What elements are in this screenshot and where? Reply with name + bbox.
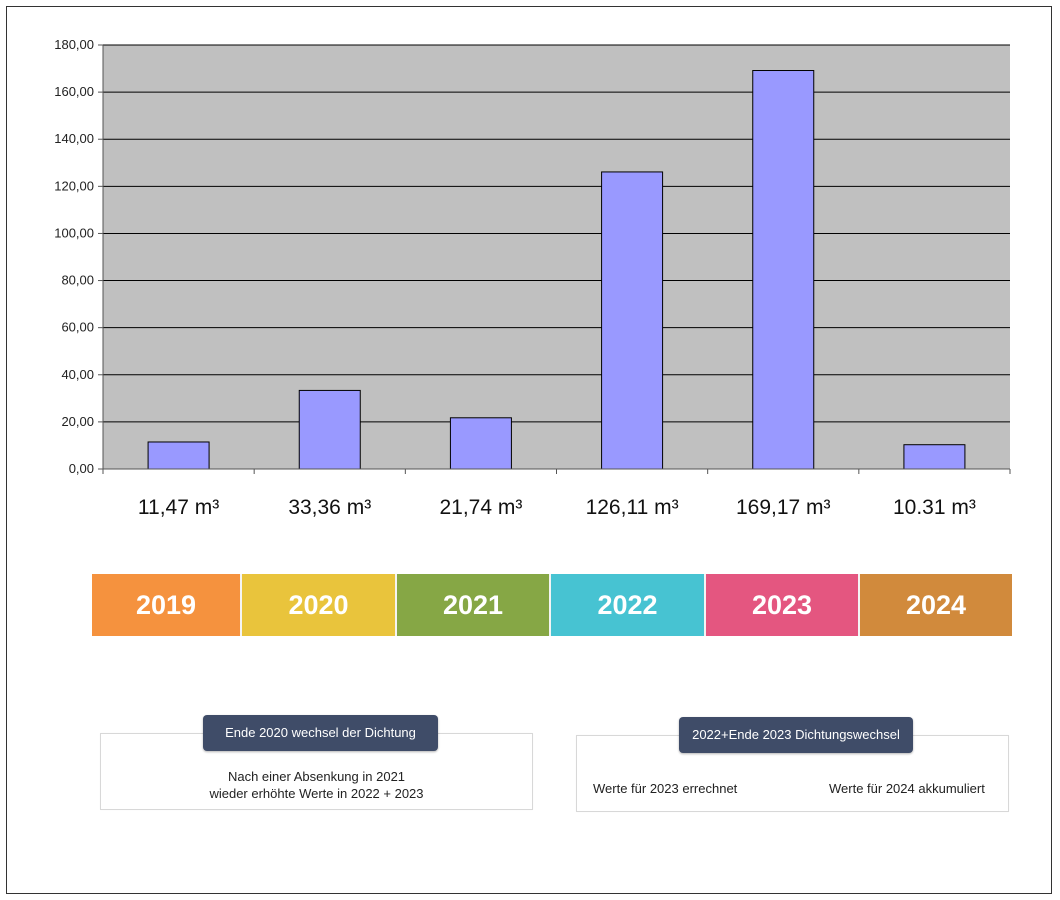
bar-2023 — [752, 70, 815, 470]
bar-2021 — [449, 417, 512, 470]
value-label-2020: 33,36 m³ — [288, 496, 372, 519]
bar-2020 — [298, 389, 361, 470]
y-tick-label: 120,00 — [54, 178, 94, 193]
y-tick-label: 40,00 — [61, 367, 94, 382]
axes — [102, 45, 1011, 474]
note-title-right: 2022+Ende 2023 Dichtungswechsel — [679, 717, 913, 753]
value-label-2024: 10.31 m³ — [892, 496, 976, 519]
year-cell-2019: 2019 — [92, 574, 242, 636]
year-cell-2022: 2022 — [551, 574, 706, 636]
y-tick-label: 100,00 — [54, 225, 94, 240]
y-tick-label: 140,00 — [54, 131, 94, 146]
gridlines — [103, 44, 1010, 423]
y-tick-label: 60,00 — [61, 320, 94, 335]
y-tick-label: 160,00 — [54, 84, 94, 99]
value-label-2022: 126,11 m³ — [585, 496, 679, 519]
year-cell-2023: 2023 — [706, 574, 860, 636]
y-tick-label: 80,00 — [61, 273, 94, 288]
y-axis-ticks: 0,00 20,00 40,00 60,00 80,00 100,00 120,00 140,… — [54, 37, 103, 476]
value-label-2021: 21,74 m³ — [439, 496, 523, 519]
bar-2022 — [601, 171, 664, 470]
y-tick-label: 0,00 — [69, 461, 94, 476]
note-title-left: Ende 2020 wechsel der Dichtung — [203, 715, 438, 751]
y-tick-label: 20,00 — [61, 414, 94, 429]
value-label-2023: 169,17 m³ — [735, 496, 831, 519]
note-text-right-left: Werte für 2023 errechnet — [593, 781, 738, 796]
y-tick-label: 180,00 — [54, 37, 94, 52]
year-cell-2020: 2020 — [242, 574, 397, 636]
bars — [147, 70, 966, 470]
note-text-left-line1: Nach einer Absenkung in 2021 — [227, 769, 406, 784]
year-cell-2024: 2024 — [860, 574, 1012, 636]
year-bar: 2019 2020 2021 2022 2023 2024 — [92, 574, 1012, 636]
value-label-2019: 11,47 m³ — [137, 496, 220, 519]
bar-2024 — [903, 444, 966, 470]
bar-chart: 0,00 20,00 40,00 60,00 80,00 100,00 120,00 140,… — [54, 37, 1011, 476]
plot-area — [103, 45, 1010, 469]
note-text-left-line2: wieder erhöhte Werte in 2022 + 2023 — [209, 786, 424, 801]
note-text-right-right: Werte für 2024 akkumuliert — [829, 781, 985, 796]
year-cell-2021: 2021 — [397, 574, 551, 636]
bar-2019 — [147, 441, 210, 470]
